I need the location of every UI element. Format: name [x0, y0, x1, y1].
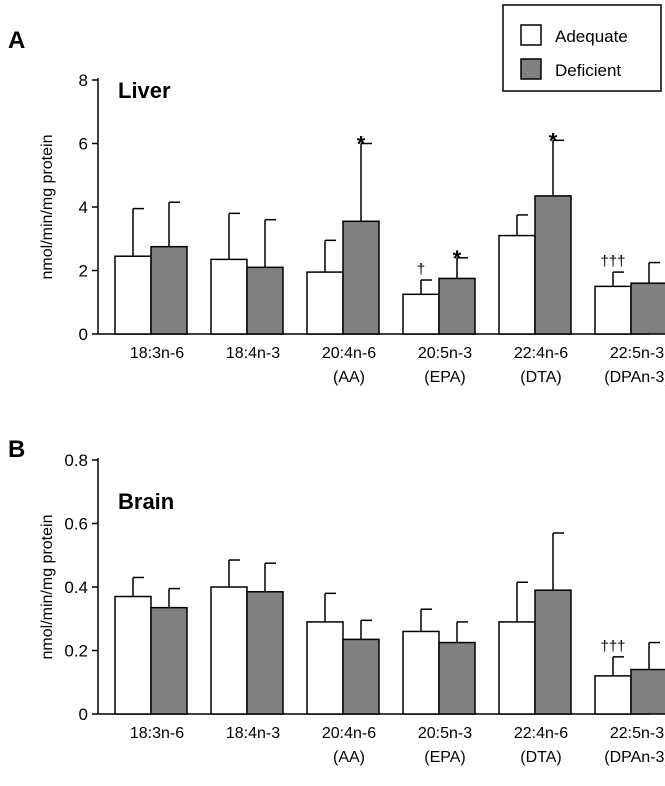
- bar-deficient: [438, 641, 476, 715]
- panel-letter-b: B: [8, 436, 25, 463]
- bar-adequate: [402, 630, 440, 715]
- y-tick-label: 0.8: [64, 451, 88, 470]
- x-tick-label: 22:4n-6: [514, 345, 568, 362]
- significance-mark: *: [549, 128, 558, 153]
- x-tick-label: 20:5n-3: [418, 725, 472, 742]
- legend-swatch-deficient: [520, 58, 542, 80]
- x-tick-sublabel: (DPAn-3): [604, 749, 665, 766]
- y-tick-label: 0: [79, 325, 88, 344]
- bar-adequate: [306, 271, 344, 335]
- x-tick-sublabel: (EPA): [424, 749, 465, 766]
- bar-adequate: [402, 293, 440, 335]
- x-tick-label: 20:4n-6: [322, 725, 376, 742]
- significance-mark: *: [357, 132, 366, 157]
- bar-adequate: [498, 234, 536, 335]
- y-tick-label: 8: [79, 71, 88, 90]
- bar-adequate: [114, 255, 152, 335]
- bar-deficient: [630, 668, 665, 715]
- y-axis-label-liver: nmol/min/mg protein: [39, 135, 56, 280]
- y-axis-label-brain: nmol/min/mg protein: [39, 515, 56, 660]
- y-tick-label: 0.6: [64, 515, 88, 534]
- x-tick-label: 22:5n-3: [610, 725, 664, 742]
- bar-adequate: [594, 285, 632, 335]
- legend: Adequate Deficient: [502, 4, 662, 92]
- bar-adequate: [498, 621, 536, 715]
- y-tick-label: 6: [79, 135, 88, 154]
- panel-title-liver: Liver: [118, 78, 171, 103]
- bar-deficient: [246, 591, 284, 715]
- x-tick-label: 22:5n-3: [610, 345, 664, 362]
- panel-title-brain: Brain: [118, 489, 174, 514]
- bar-adequate: [594, 675, 632, 715]
- x-tick-sublabel: (EPA): [424, 369, 465, 386]
- x-tick-sublabel: (DTA): [520, 749, 561, 766]
- x-tick-label: 18:3n-6: [130, 725, 184, 742]
- panel-brain: B Brain nmol/min/mg protein 0 0.2 0.4 0.6 0.…: [8, 436, 665, 766]
- x-tick-label: 18:4n-3: [226, 345, 280, 362]
- x-tick-label: 20:5n-3: [418, 345, 472, 362]
- x-tick-label: 22:4n-6: [514, 725, 568, 742]
- bar-deficient: [438, 277, 476, 335]
- legend-label-adequate: Adequate: [555, 27, 628, 46]
- y-tick-label: 2: [79, 262, 88, 281]
- legend-swatch-adequate: [520, 24, 542, 46]
- bar-deficient: [534, 195, 572, 335]
- y-tick-label: 0.4: [64, 578, 88, 597]
- panel-letter-a: A: [8, 27, 25, 54]
- x-tick-sublabel: (DTA): [520, 369, 561, 386]
- significance-mark: †††: [600, 638, 625, 655]
- y-tick-label: 0: [79, 705, 88, 724]
- legend-label-deficient: Deficient: [555, 61, 621, 80]
- significance-mark: †††: [600, 253, 625, 270]
- x-tick-label: 20:4n-6: [322, 345, 376, 362]
- bar-adequate: [210, 586, 248, 715]
- x-tick-sublabel: (DPAn-3): [604, 369, 665, 386]
- panel-liver: A Liver nmol/min/mg protein 0 2 4 6 8 18:3n-6…: [8, 27, 665, 386]
- bar-deficient: [342, 638, 380, 715]
- bar-deficient: [534, 589, 572, 715]
- significance-mark: *: [453, 246, 462, 271]
- bar-deficient: [150, 606, 188, 715]
- x-tick-sublabel: (AA): [333, 369, 365, 386]
- x-tick-label: 18:4n-3: [226, 725, 280, 742]
- bar-deficient: [342, 220, 380, 335]
- x-tick-sublabel: (AA): [333, 749, 365, 766]
- bar-deficient: [246, 266, 284, 335]
- significance-mark: †: [417, 261, 425, 278]
- bar-adequate: [114, 595, 152, 715]
- y-tick-label: 4: [79, 198, 88, 217]
- y-tick-label: 0.2: [64, 642, 88, 661]
- bar-deficient: [630, 282, 665, 335]
- bar-adequate: [210, 258, 248, 335]
- x-tick-label: 18:3n-6: [130, 345, 184, 362]
- bar-adequate: [306, 621, 344, 715]
- bar-deficient: [150, 245, 188, 335]
